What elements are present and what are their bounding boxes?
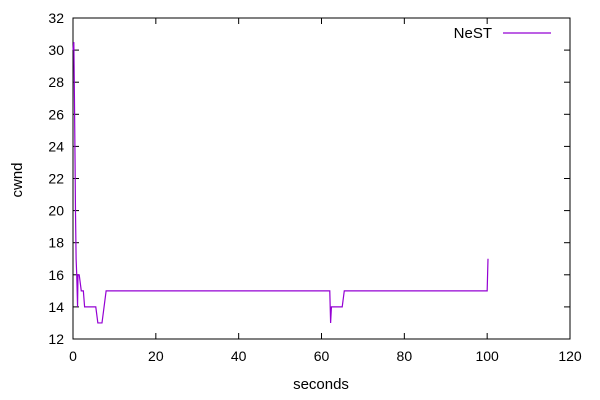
- x-tick-label: 0: [69, 348, 77, 364]
- y-tick-label: 14: [48, 299, 64, 315]
- y-tick-label: 16: [48, 267, 64, 283]
- y-tick-label: 18: [48, 235, 64, 251]
- x-axis-ticks: 0 20 40 60 80 100 120: [69, 18, 582, 364]
- y-tick-label: 22: [48, 171, 64, 187]
- y-tick-label: 32: [48, 10, 64, 26]
- legend-label-nest: NeST: [454, 25, 492, 42]
- x-tick-label: 80: [397, 348, 413, 364]
- y-tick-label: 26: [48, 106, 64, 122]
- series-line-nest: [72, 42, 489, 324]
- x-tick-label: 120: [558, 348, 582, 364]
- x-tick-label: 100: [475, 348, 499, 364]
- y-tick-label: 30: [48, 42, 64, 58]
- series-layer: [72, 42, 489, 324]
- x-tick-label: 60: [314, 348, 330, 364]
- x-tick-label: 40: [231, 348, 247, 364]
- y-axis-ticks: 12 14 16 18 20 22 24 26 28 30 32: [48, 10, 570, 347]
- y-tick-label: 20: [48, 203, 64, 219]
- legend: NeST: [454, 25, 551, 42]
- y-tick-label: 24: [48, 138, 64, 154]
- x-axis-title: seconds: [293, 376, 349, 393]
- y-tick-label: 28: [48, 74, 64, 90]
- y-tick-label: 12: [48, 331, 64, 347]
- y-axis-title: cwnd: [9, 162, 26, 197]
- x-tick-label: 20: [148, 348, 164, 364]
